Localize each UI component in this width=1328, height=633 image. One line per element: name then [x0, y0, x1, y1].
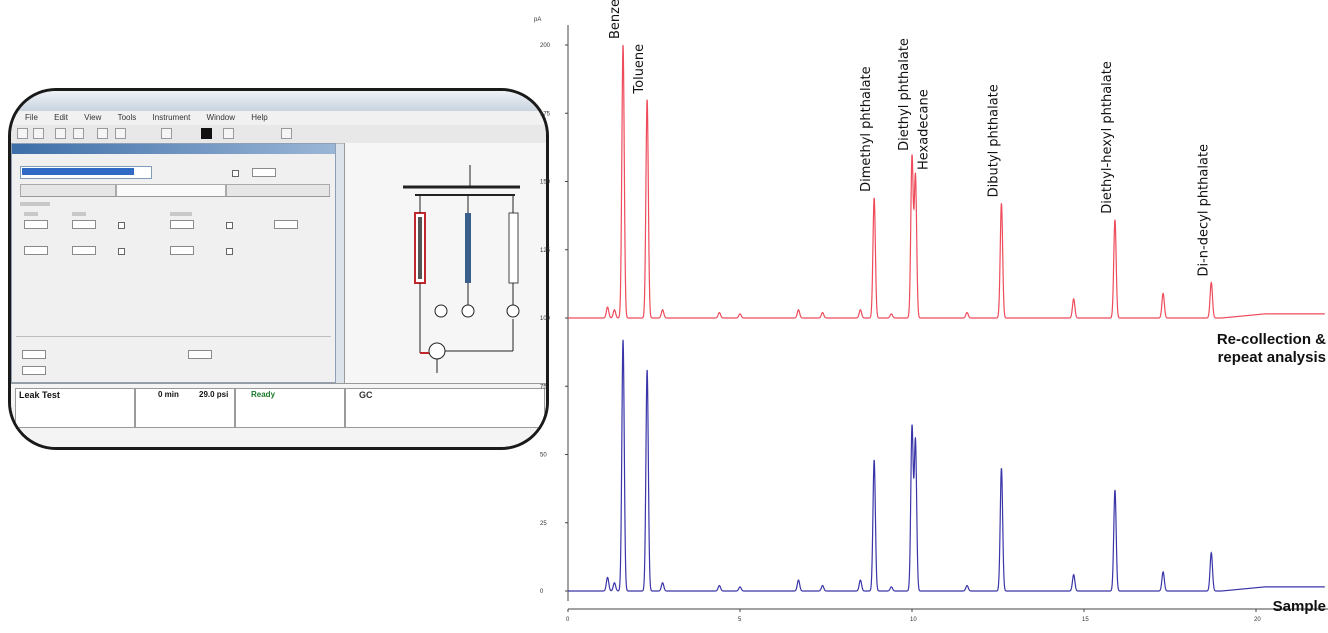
flow2-field [170, 246, 194, 255]
trace-label-line1: Re-collection & [1217, 331, 1326, 348]
flow-schematic-drawing [403, 165, 520, 373]
save-icon [33, 128, 44, 139]
tube-desorb-label [20, 202, 50, 206]
menu-bar: File Edit View Tools Instrument Window H… [11, 111, 546, 125]
menu-tools: Tools [117, 113, 137, 122]
window-titlebar [11, 91, 546, 111]
y-tick-label: 200 [540, 43, 551, 49]
time-label [24, 212, 38, 216]
split-on-1 [226, 222, 233, 229]
trap-in-line-1 [118, 222, 125, 229]
peak-label-4: Hexadecane [916, 89, 931, 170]
help-icon [281, 128, 292, 139]
flow-schematic [344, 143, 546, 383]
min-carrier-pressure-field [22, 366, 46, 375]
status-ready-label: Ready [251, 390, 276, 399]
peak-label-6: Diethyl-hexyl phthalate [1100, 61, 1115, 214]
menu-help: Help [251, 113, 268, 122]
report-icon [223, 128, 234, 139]
chromatogram-traces [568, 44, 1325, 592]
split1-field [274, 220, 298, 229]
y-tick-label: 25 [540, 521, 547, 527]
status-time-value: 0 min [158, 390, 179, 399]
status-panel-ready [235, 388, 345, 428]
trace-label-line2: repeat analysis [1218, 349, 1326, 366]
method-icon [115, 128, 126, 139]
tab-prepurge [20, 184, 116, 196]
dialog-separator [16, 336, 331, 337]
print-icon [55, 128, 66, 139]
trace-label-sample: Sample [1273, 598, 1326, 615]
software-screenshot-inset: File Edit View Tools Instrument Window H… [8, 88, 549, 450]
status-pressure-value: 29.0 psi [199, 390, 229, 399]
trap-in-line-2 [118, 248, 125, 255]
sequence-icon [161, 128, 172, 139]
peak-label-7: Di-n-decyl phthalate [1196, 144, 1211, 277]
chart-axes: pA 0 25 50 75 100 125 150 175 200 0 5 10 15 20 [534, 17, 1328, 623]
flow1-field [170, 220, 194, 229]
status-panel-gc [345, 388, 545, 428]
dialog-titlebar [12, 144, 335, 154]
status-gc-label: GC [359, 390, 373, 400]
tab-tube-desorption [116, 184, 226, 196]
status-panel-leak [15, 388, 135, 428]
x-tick-label: 20 [1254, 617, 1261, 623]
flow-path-temp-field [22, 350, 46, 359]
menu-instrument: Instrument [152, 113, 191, 122]
y-tick-label: 75 [540, 384, 547, 390]
status-panel-time [135, 388, 235, 428]
peak-label-2: Dimethyl phthalate [859, 66, 874, 192]
trace-0 [568, 44, 1325, 319]
y-tick-label: 100 [540, 316, 551, 322]
status-bar: Leak Test 0 min 29.0 psi Ready GC [11, 383, 546, 447]
y-tick-label: 125 [540, 248, 551, 254]
flow-label [170, 212, 192, 216]
temp2-field [72, 246, 96, 255]
time1-field [24, 220, 48, 229]
x-tick-label: 5 [738, 617, 742, 623]
peak-label-1: Toluene [632, 44, 647, 95]
method-dialog [11, 143, 336, 383]
menu-edit: Edit [54, 113, 68, 122]
open-icon [17, 128, 28, 139]
peak-annotations: Benzene Toluene Dimethyl phthalate Diethyl … [608, 0, 1211, 277]
menu-window: Window [206, 113, 235, 122]
y-unit-label: pA [534, 17, 541, 23]
menu-view: View [84, 113, 102, 122]
split-flow-field [252, 168, 276, 177]
status-leak-label: Leak Test [19, 390, 60, 400]
method-select [20, 166, 152, 179]
split-on-checkbox [232, 170, 239, 177]
cursor-icon [97, 128, 108, 139]
peak-label-3: Diethyl phthalate [897, 38, 912, 151]
y-tick-label: 0 [540, 589, 544, 595]
gc-cycle-time-field [188, 350, 212, 359]
x-tick-label: 0 [566, 617, 570, 623]
temp1-field [72, 220, 96, 229]
y-tick-label: 175 [540, 111, 551, 117]
y-tick-label: 50 [540, 453, 547, 459]
dialog-tabs [20, 184, 330, 197]
temp-label [72, 212, 86, 216]
trace-labels: Re-collection &repeat analysis Sample [1217, 331, 1326, 615]
x-tick-label: 10 [910, 617, 917, 623]
peak-label-0: Benzene [608, 0, 623, 39]
split-on-2 [226, 248, 233, 255]
y-tick-label: 150 [540, 180, 551, 186]
tab-trap-settings [226, 184, 330, 196]
copy-icon [73, 128, 84, 139]
time2-field [24, 246, 48, 255]
stop-icon [201, 128, 212, 139]
x-tick-label: 15 [1082, 617, 1089, 623]
menu-file: File [25, 113, 38, 122]
trace-1 [568, 339, 1325, 592]
peak-label-5: Dibutyl phthalate [986, 84, 1001, 197]
